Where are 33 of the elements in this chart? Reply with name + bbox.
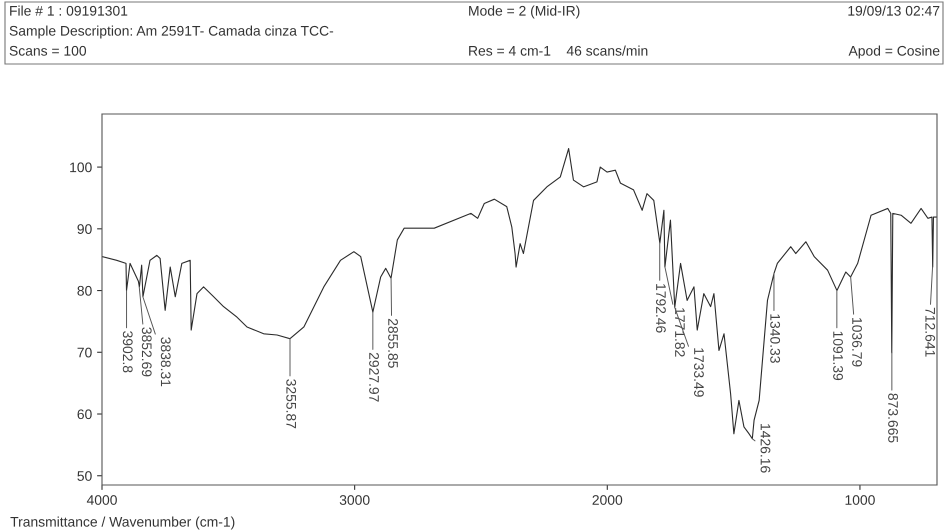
annotation: 1792.46 xyxy=(656,284,666,333)
y-tick-label: 80 xyxy=(77,286,92,296)
y-tick-label: 50 xyxy=(77,471,92,481)
annotation: 1426.16 xyxy=(760,424,770,473)
annotation: 3255.87 xyxy=(286,379,296,428)
x-tick-label: 1000 xyxy=(846,495,875,505)
text: Res = 4 cm-1 46 scans/min xyxy=(469,46,648,56)
annotation: 3838.31 xyxy=(160,337,171,386)
y-tick-label: 90 xyxy=(77,224,92,234)
y-tick-label: 70 xyxy=(78,348,92,358)
annotation: 2855.85 xyxy=(388,318,398,368)
annotation: 873.665 xyxy=(888,394,898,443)
text: Mode = 2 (Mid-IR) xyxy=(469,6,580,18)
annotation: 1091.39 xyxy=(833,332,843,380)
annotation: 2927.97 xyxy=(369,352,379,402)
annotation: 1340.33 xyxy=(770,314,780,363)
annotation: 3852.69 xyxy=(142,327,152,376)
x-axis-title: Transmittance / Wavenumber (cm-1) xyxy=(10,516,234,530)
text: Apod = Cosine xyxy=(848,46,940,58)
annotation: 712.641 xyxy=(925,308,936,357)
annotation: 1036.79 xyxy=(852,318,862,367)
text: Scans = 100 xyxy=(10,46,86,56)
text: 19/09/13 02:47 xyxy=(848,6,940,16)
x-tick-label: 3000 xyxy=(340,495,370,505)
annotation: 1733.49 xyxy=(694,348,704,397)
y-tick-label: 60 xyxy=(78,409,92,420)
text: File # 1 : 09191301 xyxy=(10,6,128,16)
x-tick-label: 2000 xyxy=(592,495,622,505)
x-tick-label: 4000 xyxy=(86,495,117,505)
y-tick-label: 100 xyxy=(70,162,92,172)
text: Sample Description: Am 2591T- Camada cinza TCC- xyxy=(10,26,334,38)
annotation: 3902.8 xyxy=(122,331,133,372)
annotation: 1771.82 xyxy=(675,308,685,357)
